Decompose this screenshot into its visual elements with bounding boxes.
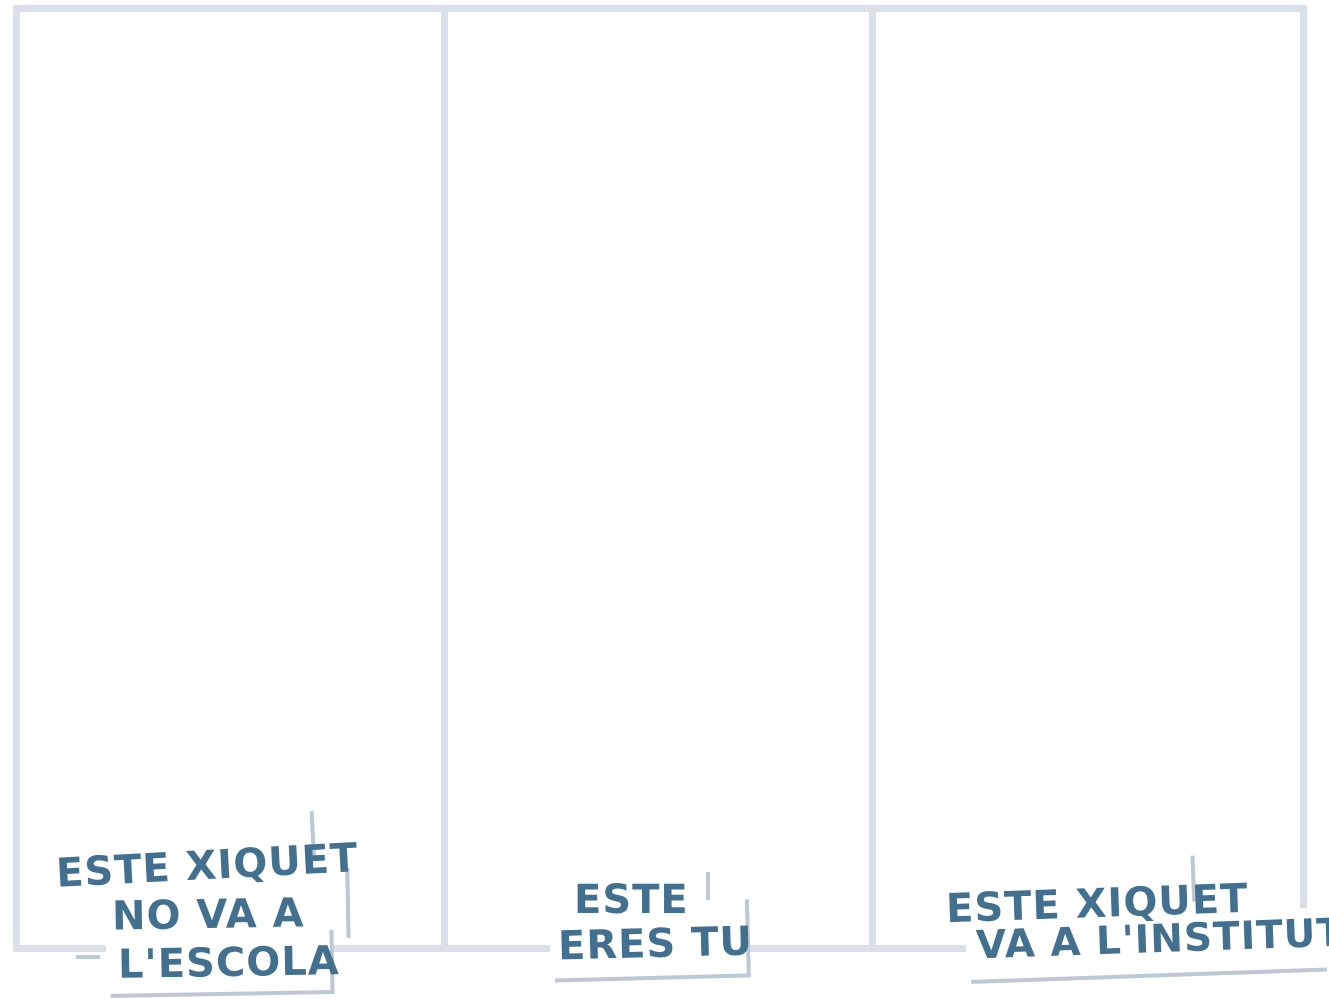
caption-middle-line-1: ESTE <box>574 877 689 923</box>
caption-left-line-3: L'ESCOLA <box>117 938 341 988</box>
caption-left-shadow-accent <box>76 955 100 959</box>
panel-middle <box>448 12 869 945</box>
caption-right-line-2: VA A L'INSTITUT <box>975 910 1329 969</box>
panel-right <box>876 12 1300 945</box>
panel-divider-2 <box>869 5 876 952</box>
caption-middle-line-2: ERES TU <box>557 918 754 970</box>
panel-left <box>20 12 441 945</box>
caption-left-line-2: NO VA A <box>111 890 305 940</box>
panel-divider-1 <box>441 5 448 952</box>
